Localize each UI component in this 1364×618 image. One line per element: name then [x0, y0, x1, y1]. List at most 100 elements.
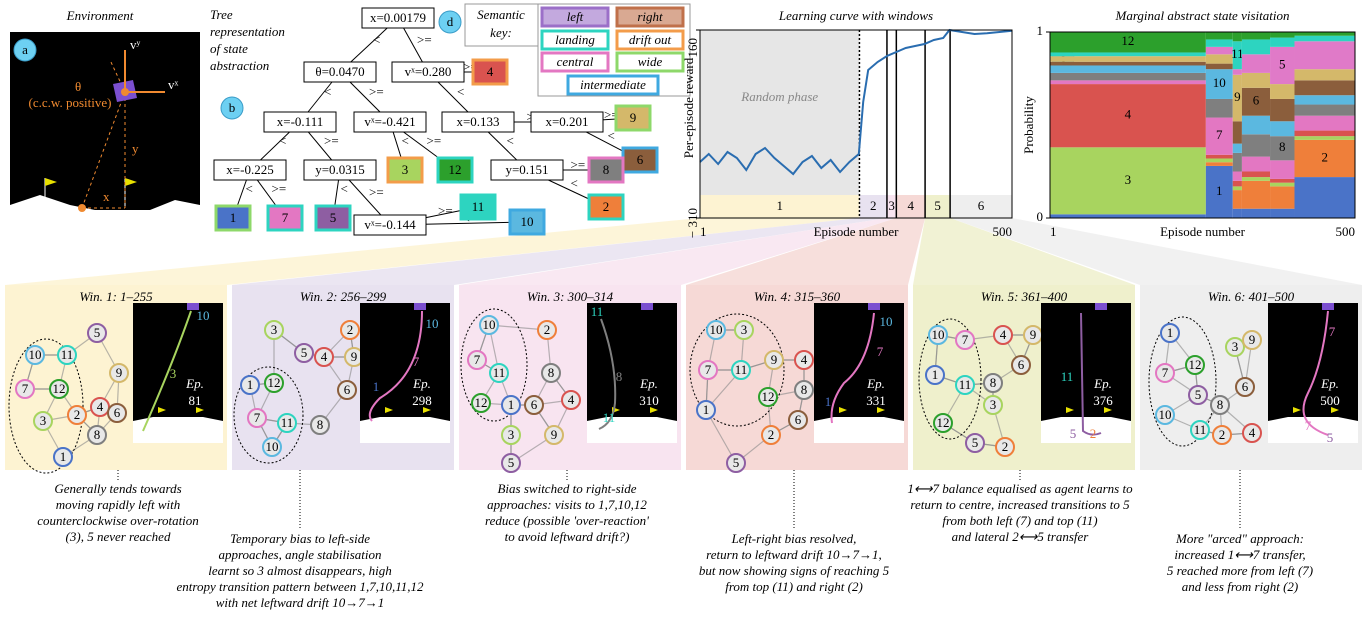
caption-line: reduce (possible 'over-reaction': [485, 513, 649, 528]
plot-frame: [1049, 31, 1356, 219]
episode-number: 310: [639, 393, 659, 408]
state-label: 11: [281, 415, 294, 430]
cluster-hull: [233, 366, 304, 464]
state-node: [87, 425, 107, 445]
ground: [1041, 417, 1131, 443]
window-title: Win. 3: 300–314: [527, 289, 614, 304]
leaf-label: 1: [230, 210, 237, 225]
branch-label: <: [279, 133, 286, 148]
visitation-segment: [1294, 139, 1355, 178]
caption-line: with net leftward drift 10→7→1: [216, 595, 385, 610]
leaf-label: 2: [603, 199, 610, 214]
panel-letter: b: [229, 100, 236, 115]
flag: [877, 407, 885, 413]
flag: [1331, 407, 1339, 413]
state-node: [696, 400, 716, 420]
segment-label: 7: [1216, 127, 1223, 142]
visitation-segment: [1241, 115, 1271, 135]
state-node: [524, 395, 544, 415]
state-label: 9: [771, 352, 778, 367]
window-label: 6: [978, 198, 985, 213]
state-label: 8: [94, 427, 101, 442]
state-label: 12: [1189, 357, 1202, 372]
tree-title: representation: [210, 24, 285, 39]
state-node: [541, 363, 561, 383]
y-tick-label: 0: [1037, 209, 1044, 224]
split-label: y=0.0315: [315, 162, 365, 177]
key-label: intermediate: [580, 77, 646, 92]
episode-number: 81: [189, 393, 202, 408]
state-label: 2: [1219, 427, 1226, 442]
leaf-node: [314, 204, 352, 232]
state-node: [294, 343, 314, 363]
x-tick-label: 1: [1050, 224, 1057, 239]
window-title: Win. 6: 401–500: [1208, 289, 1295, 304]
trajectory-label: 11: [1061, 369, 1074, 384]
flag: [650, 407, 658, 413]
chart-title: Learning curve with windows: [778, 8, 933, 23]
branch-label: <: [457, 84, 464, 99]
state-node: [1225, 337, 1245, 357]
visitation-segment: [1270, 186, 1295, 209]
caption-line: increased 1⟷7 transfer,: [1174, 547, 1305, 562]
visitation-segment: [1270, 182, 1295, 187]
episode-number: 298: [412, 393, 432, 408]
visitation-segment: [1205, 32, 1233, 40]
branch-label: >=: [417, 32, 432, 47]
state-node: [764, 350, 784, 370]
trajectory-label: 1: [825, 394, 832, 409]
segment-label: 4: [1125, 107, 1132, 122]
caption-line: and lateral 2⟷5 transfer: [952, 529, 1090, 544]
state-label: 3: [40, 413, 47, 428]
visitation-segment: [1232, 121, 1242, 144]
key-swatch: [566, 74, 660, 96]
state-label: 10: [266, 439, 279, 454]
branch-label: <: [402, 133, 409, 148]
leaf-label: 11: [472, 199, 485, 214]
state-node: [544, 425, 564, 445]
split-node: [303, 159, 377, 181]
visitation-segment: [1232, 190, 1242, 209]
state-label: 6: [114, 405, 121, 420]
state-node: [262, 437, 282, 457]
reward-line: [699, 28, 1013, 176]
state-label: 2: [74, 407, 81, 422]
state-node: [965, 433, 985, 453]
ground: [10, 195, 200, 230]
caption-line: to avoid leftward drift?): [505, 529, 630, 544]
state-label: 9: [1030, 327, 1037, 342]
visitation-segment: [1232, 180, 1242, 187]
caption-line: counterclockwise over-rotation: [37, 513, 199, 528]
state-node: [734, 320, 754, 340]
state-label: 7: [254, 410, 261, 425]
cluster-hull: [918, 318, 982, 440]
trajectory-label: 7: [1329, 324, 1336, 339]
flag: [1104, 407, 1112, 413]
semantic-key: Semantic key: left right landing drift out cen…: [464, 3, 691, 97]
origin: [78, 204, 86, 212]
split-label: x=0.201: [545, 114, 588, 129]
key-swatch: [615, 29, 685, 51]
segment-label: 5: [1279, 56, 1286, 71]
state-label: 11: [959, 377, 972, 392]
state-label: 12: [268, 375, 281, 390]
leaf-label: 7: [282, 210, 289, 225]
visitation-segment: [1050, 52, 1206, 57]
state-node: [489, 363, 509, 383]
state-label: 10: [29, 347, 42, 362]
lander: [414, 303, 426, 310]
visitation-segment: [1294, 69, 1355, 81]
state-node: [49, 379, 69, 399]
visitation-segment: [1205, 54, 1233, 64]
leaf-node: [471, 58, 509, 86]
state-label: 4: [568, 392, 575, 407]
state-label: 5: [733, 455, 740, 470]
state-label: 7: [705, 362, 712, 377]
caption-line: Bias switched to right-side: [497, 481, 636, 496]
state-label: 1: [60, 449, 67, 464]
split-node: [213, 159, 287, 181]
visitation-segment: [1050, 80, 1206, 85]
visitation-segment: [1232, 143, 1242, 153]
caption-line: 1⟷7 balance equalised as agent learns to: [907, 481, 1133, 496]
caption-line: but now showing signs of reaching 5: [699, 563, 890, 578]
